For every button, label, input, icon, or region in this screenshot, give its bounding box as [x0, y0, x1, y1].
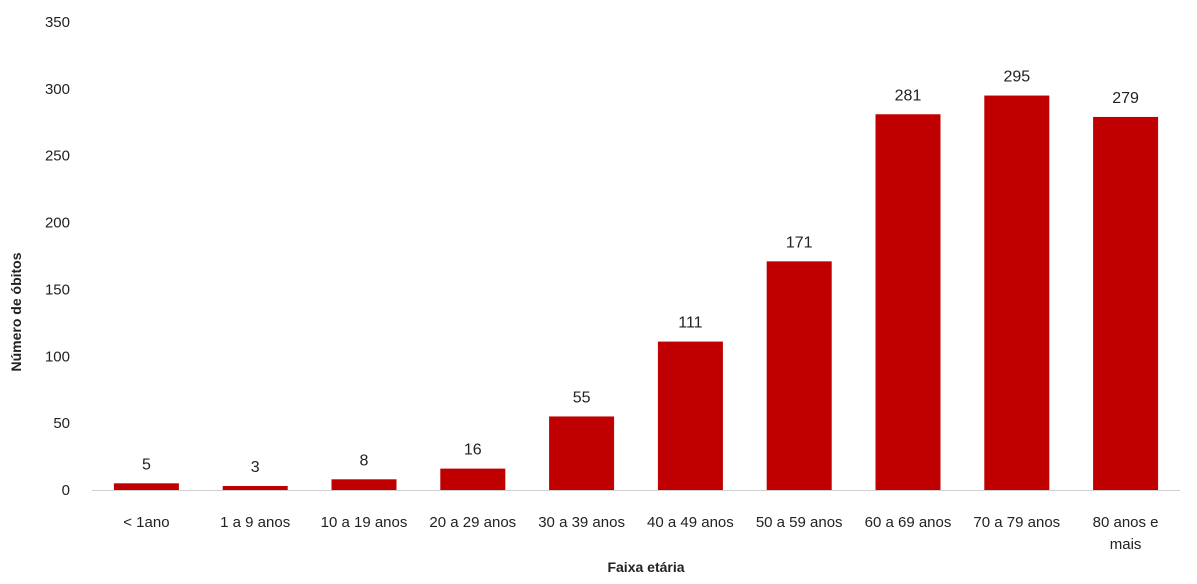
bar-data-label: 5 — [142, 456, 151, 473]
x-tick-label: 40 a 49 anos — [647, 514, 734, 531]
bar-data-label: 281 — [895, 87, 922, 104]
y-axis-title: Número de óbitos — [8, 252, 24, 371]
bars — [113, 95, 1159, 491]
bar — [113, 483, 179, 490]
y-axis-ticks: 0 50 100 150 200 250 300 350 — [45, 14, 70, 499]
x-tick-label: 20 a 29 anos — [429, 514, 516, 531]
bar-data-label: 295 — [1003, 69, 1030, 86]
x-axis-ticks: < 1ano 1 a 9 anos 10 a 19 anos 20 a 29 anos… — [123, 514, 1158, 553]
y-tick-label: 100 — [45, 348, 70, 365]
y-tick-label: 50 — [53, 415, 70, 432]
x-tick-label: 10 a 19 anos — [321, 514, 408, 531]
y-tick-label: 250 — [45, 148, 70, 165]
bar — [984, 95, 1050, 491]
bar-data-label: 55 — [573, 389, 591, 406]
x-tick-label: < 1ano — [123, 514, 169, 531]
y-tick-label: 0 — [62, 482, 70, 499]
y-tick-label: 150 — [45, 281, 70, 298]
bar — [875, 114, 941, 491]
bar-data-label: 8 — [360, 452, 369, 469]
bar — [549, 416, 615, 490]
bar-data-label: 171 — [786, 234, 813, 251]
x-axis-title: Faixa etária — [607, 559, 684, 575]
bar-data-label: 279 — [1112, 90, 1139, 107]
bar — [766, 261, 832, 490]
y-tick-label: 200 — [45, 215, 70, 232]
y-tick-label: 350 — [45, 14, 70, 31]
bar-data-label: 3 — [251, 459, 260, 476]
bar — [657, 341, 723, 490]
x-tick-label: 60 a 69 anos — [865, 514, 952, 531]
bar — [331, 479, 397, 490]
x-tick-label: 50 a 59 anos — [756, 514, 843, 531]
data-labels: 5 3 8 16 55 111 171 281 295 279 — [142, 69, 1139, 476]
x-tick-label: 1 a 9 anos — [220, 514, 290, 531]
x-tick-label: mais — [1110, 536, 1142, 553]
y-tick-label: 300 — [45, 81, 70, 98]
bar — [440, 468, 506, 490]
bar — [1093, 116, 1159, 491]
x-tick-label: 70 a 79 anos — [973, 514, 1060, 531]
bar-data-label: 111 — [678, 315, 702, 332]
bar-data-label: 16 — [464, 442, 482, 459]
bar — [222, 485, 288, 490]
x-tick-label: 30 a 39 anos — [538, 514, 625, 531]
x-tick-label: 80 anos e — [1093, 514, 1159, 531]
